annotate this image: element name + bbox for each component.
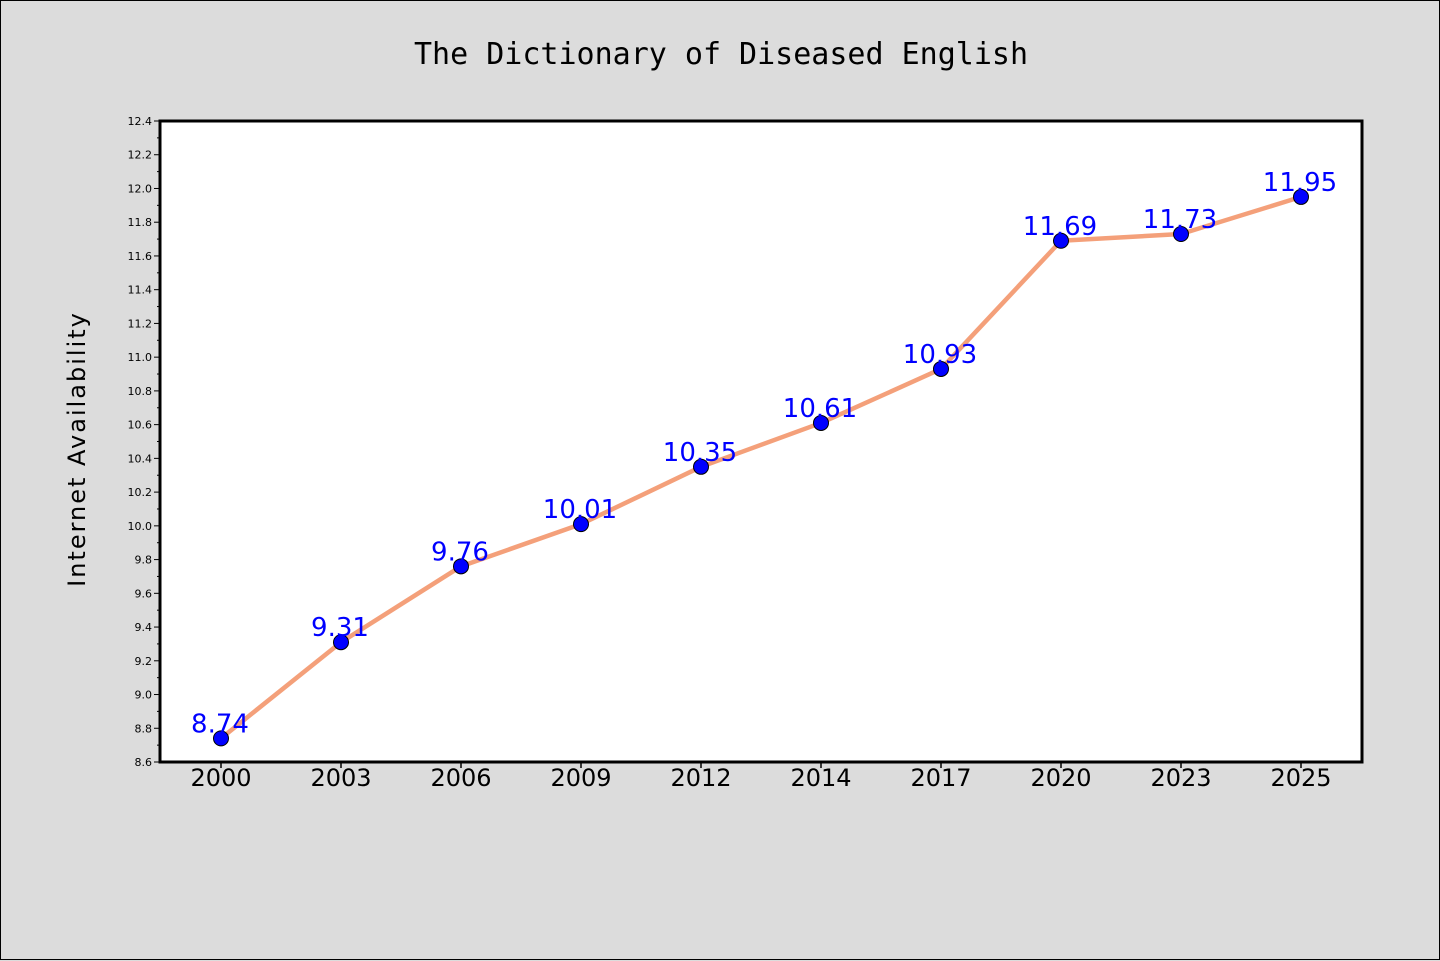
y-tick-label: 10.6 [128,419,153,432]
y-tick-label: 11.4 [128,284,153,297]
data-point [1293,188,1309,205]
data-point [933,360,949,377]
y-tick-label: 11.2 [128,317,153,330]
data-labels-group: 8.74 9.31 9.76 10.01 10.35 10.61 10.93 11.69 11.… [191,168,1337,739]
y-tick-label: 11.6 [128,250,153,263]
data-label: 10.93 [903,340,977,370]
data-label: 9.31 [311,613,369,643]
x-tick-label: 2020 [1030,764,1091,792]
y-axis-label: Internet Availability [63,311,91,587]
x-tick-label: 2003 [310,764,371,792]
plot-area [158,119,1364,764]
y-tick-label: 10.8 [128,385,153,398]
x-tick-label: 2014 [790,764,851,792]
y-tick-label: 9.8 [135,554,153,567]
data-point [213,730,229,747]
data-point [813,414,829,431]
x-tick-label: 2012 [670,764,731,792]
data-point [1053,232,1069,249]
data-points-group [213,188,1309,747]
data-label: 9.76 [431,537,489,567]
data-point [453,558,469,575]
y-tick-label: 8.8 [135,722,153,735]
y-tick-label: 8.6 [135,756,153,769]
y-tick-label: 12.4 [128,115,153,128]
x-tick-label: 2006 [430,764,491,792]
y-tick-label: 11.8 [128,216,153,229]
x-tick-label: 2023 [1150,764,1211,792]
data-point [573,516,589,533]
y-tick-label: 12.2 [128,149,153,162]
y-tick-label: 10.0 [128,520,153,533]
y-tick-label: 9.6 [135,587,153,600]
data-point [1173,226,1189,243]
data-label: 11.69 [1023,212,1097,242]
y-tick-label: 9.0 [135,689,153,702]
y-tick-label: 10.4 [128,452,153,465]
y-tick-label: 12.0 [128,182,153,195]
series-line [218,194,1304,741]
x-tick-label: 2009 [550,764,611,792]
data-label: 10.01 [543,495,617,525]
data-label: 10.61 [783,394,857,424]
series-line-group [218,194,1304,741]
data-label: 11.73 [1143,205,1217,235]
y-tick-label: 11.0 [128,351,153,364]
x-tick-label: 2000 [190,764,251,792]
x-tick-label: 2017 [910,764,971,792]
x-tick-label: 2025 [1270,764,1331,792]
y-tick-label: 9.2 [135,655,153,668]
y-tick-label: 9.4 [135,621,153,634]
data-label: 8.74 [191,709,249,739]
data-point [333,634,349,651]
y-tick-label: 10.2 [128,486,153,499]
y-axis-ticks: 8.6 8.8 9.0 9.2 9.4 9.6 9.8 10.0 10.2 10.4 10.6 10.… [128,115,160,769]
data-label: 11.95 [1263,168,1337,198]
data-label: 10.35 [663,438,737,468]
chart-title: The Dictionary of Diseased English [414,37,1028,72]
data-point [693,458,709,475]
x-axis-ticks: 2000 2003 2006 2009 2012 2014 2017 2020 2023 2025 [190,762,1332,792]
